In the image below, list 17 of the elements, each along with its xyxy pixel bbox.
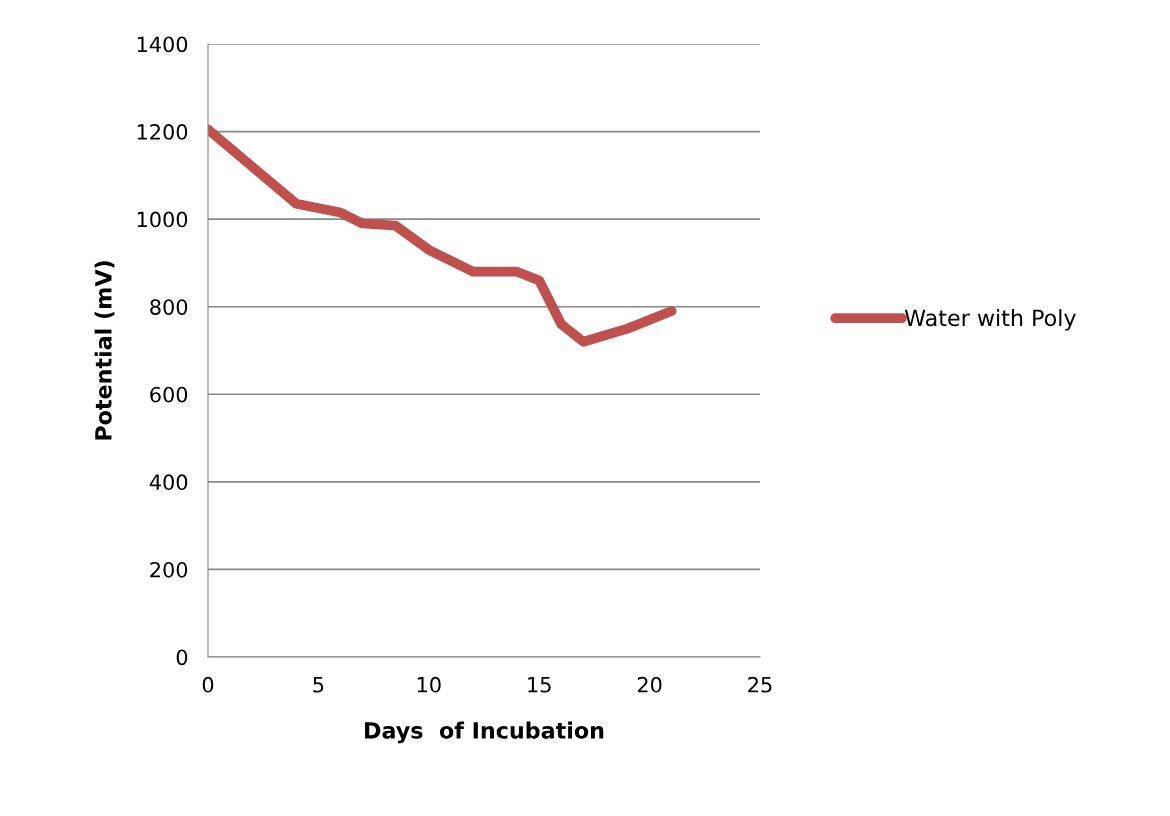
y-tick-label: 200 [150, 561, 188, 578]
y-tick-label: 400 [149, 474, 188, 491]
y-axis-title: Potential (mV) [94, 261, 115, 440]
x-tick-label: 0 [202, 676, 214, 693]
x-tick-label: 10 [417, 676, 441, 693]
x-tick-label: 20 [637, 676, 662, 693]
legend-label: Water with Poly [904, 309, 1076, 331]
y-tick-label: 1200 [137, 124, 188, 140]
x-tick-label: 5 [313, 677, 324, 693]
x-tick-label: 25 [748, 676, 772, 693]
y-tick-label: 600 [150, 386, 188, 403]
x-tick-label: 15 [528, 677, 551, 693]
x-axis-title: Days of Incubation [365, 721, 604, 744]
y-tick-label: 1000 [137, 211, 188, 228]
y-tick-label: 800 [150, 299, 188, 315]
y-tick-label: 0 [176, 649, 188, 666]
y-tick-label: 1400 [137, 36, 188, 53]
